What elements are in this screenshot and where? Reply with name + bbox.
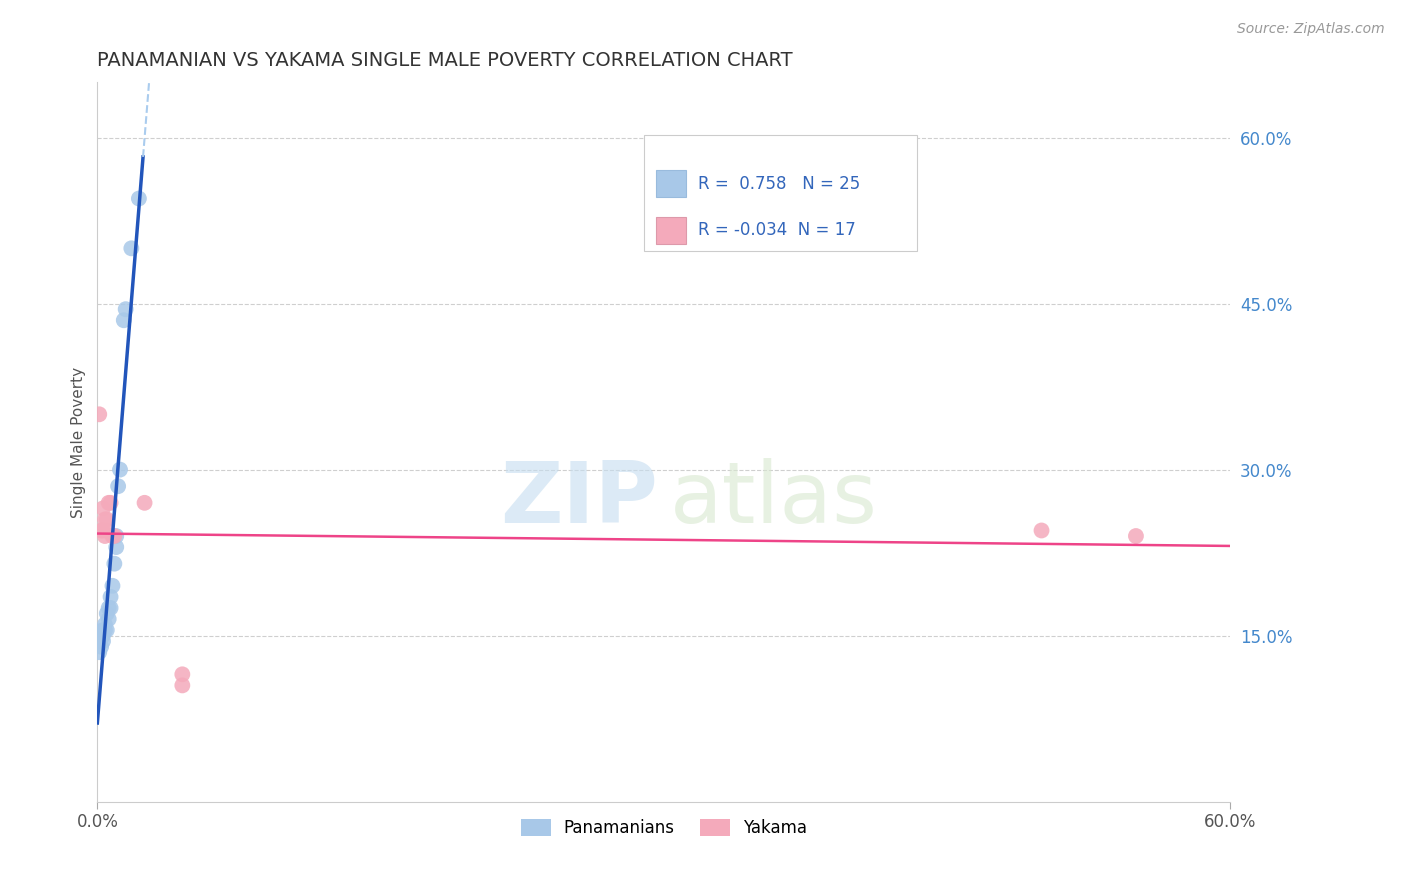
Point bbox=[100, 496, 122, 510]
Point bbox=[97, 496, 120, 510]
Point bbox=[96, 623, 118, 637]
Point bbox=[91, 501, 114, 516]
Point bbox=[128, 192, 150, 206]
Point bbox=[97, 612, 120, 626]
Text: R =  0.758   N = 25: R = 0.758 N = 25 bbox=[697, 175, 860, 193]
Point bbox=[91, 629, 114, 643]
Point bbox=[103, 557, 125, 571]
Point bbox=[91, 623, 114, 637]
Point bbox=[101, 579, 124, 593]
Point bbox=[100, 590, 122, 604]
Point bbox=[89, 407, 111, 421]
Point bbox=[90, 629, 112, 643]
Point bbox=[94, 623, 117, 637]
Point bbox=[101, 529, 124, 543]
Y-axis label: Single Male Poverty: Single Male Poverty bbox=[72, 367, 86, 517]
Point bbox=[94, 529, 117, 543]
Point bbox=[96, 512, 118, 526]
Text: Source: ZipAtlas.com: Source: ZipAtlas.com bbox=[1237, 22, 1385, 37]
Point bbox=[96, 524, 118, 538]
Point bbox=[91, 524, 114, 538]
Point bbox=[172, 678, 194, 692]
Point bbox=[89, 634, 111, 648]
Point bbox=[112, 313, 135, 327]
Point bbox=[114, 302, 136, 317]
Point bbox=[105, 540, 128, 554]
Legend: Panamanians, Yakama: Panamanians, Yakama bbox=[513, 812, 814, 844]
Point bbox=[172, 667, 194, 681]
Point bbox=[134, 496, 156, 510]
Point bbox=[105, 529, 128, 543]
Text: PANAMANIAN VS YAKAMA SINGLE MALE POVERTY CORRELATION CHART: PANAMANIAN VS YAKAMA SINGLE MALE POVERTY… bbox=[97, 51, 793, 70]
Point bbox=[103, 529, 125, 543]
Point bbox=[96, 607, 118, 621]
Point bbox=[1125, 529, 1147, 543]
Point bbox=[100, 601, 122, 615]
Point bbox=[120, 241, 142, 255]
Point bbox=[108, 462, 131, 476]
Text: atlas: atlas bbox=[669, 458, 877, 541]
Point bbox=[90, 640, 112, 654]
Point bbox=[94, 617, 117, 632]
Point bbox=[90, 524, 112, 538]
Point bbox=[94, 512, 117, 526]
Text: ZIP: ZIP bbox=[501, 458, 658, 541]
Point bbox=[89, 645, 111, 659]
Point bbox=[91, 634, 114, 648]
Text: R = -0.034  N = 17: R = -0.034 N = 17 bbox=[697, 221, 855, 239]
Point bbox=[107, 479, 129, 493]
Point bbox=[97, 601, 120, 615]
Point bbox=[1031, 524, 1053, 538]
